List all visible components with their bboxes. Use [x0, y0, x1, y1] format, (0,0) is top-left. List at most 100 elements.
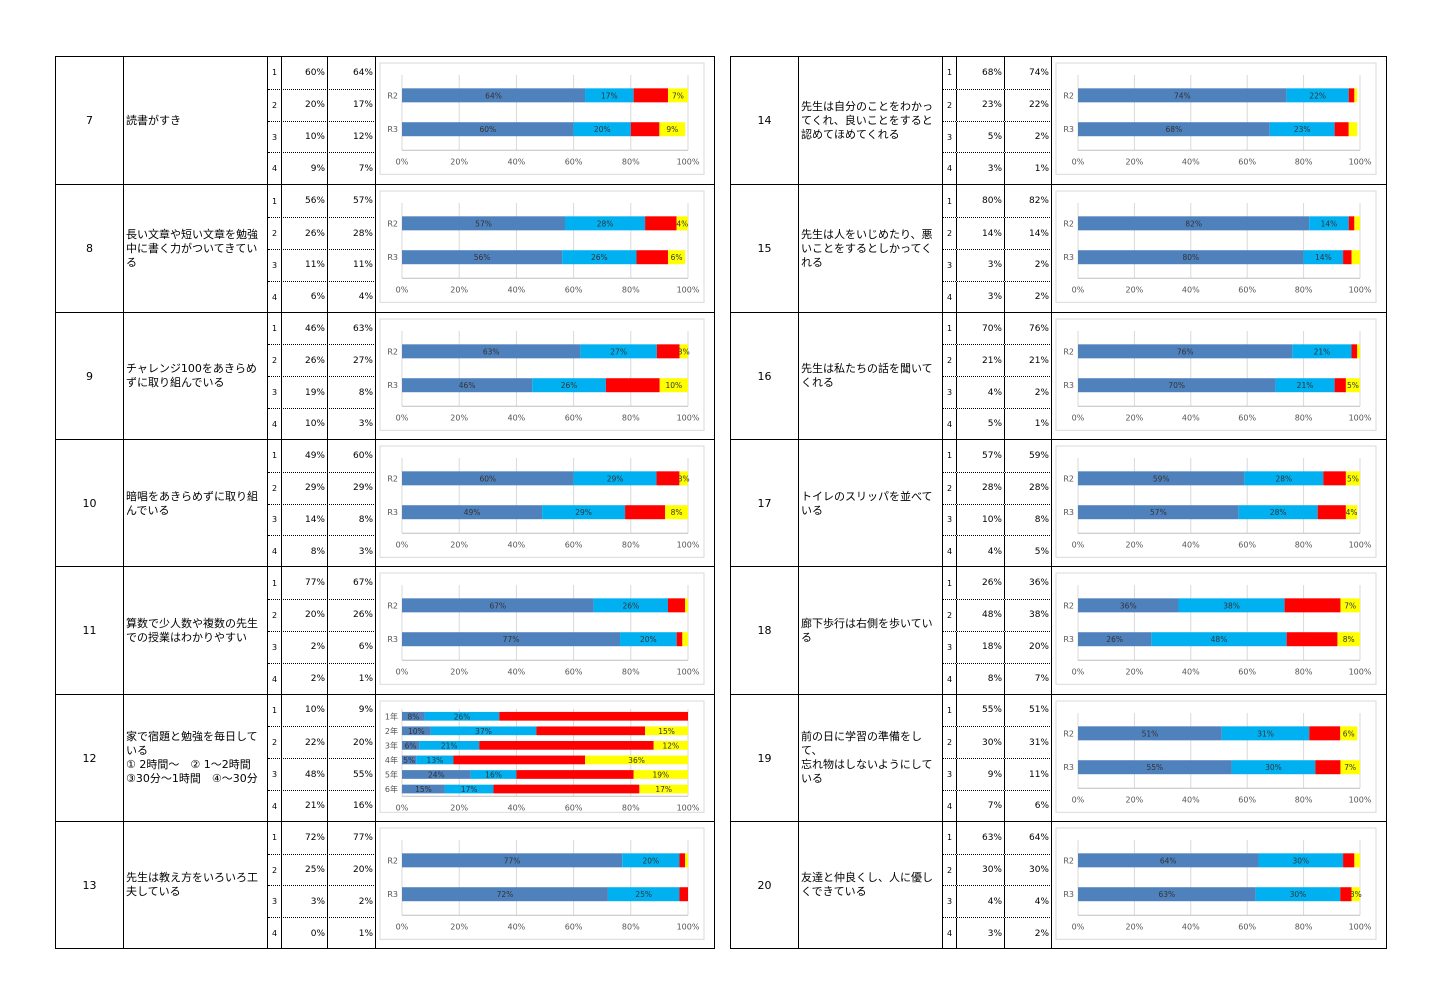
- data-label: 82%: [1185, 220, 1202, 229]
- percent-r3: 59%: [1005, 439, 1052, 472]
- data-label: 17%: [601, 91, 618, 100]
- data-label: 51%: [1142, 729, 1159, 738]
- bar-segment: [593, 598, 668, 613]
- option-number: 3: [943, 504, 957, 536]
- percent-r2: 29%: [282, 472, 328, 504]
- chart-svg: 0% 20% 40% 60% 80% 100% R2 63% 27% 3% R3 46% 26% 10%: [379, 318, 705, 431]
- percent-r2: 3%: [957, 153, 1005, 185]
- percent-r2: 48%: [957, 600, 1005, 631]
- percent-r2: 10%: [282, 121, 328, 153]
- data-label: 16%: [485, 770, 502, 779]
- bar-chart: 0% 20% 40% 60% 80% 100% R2 36% 38% 7% R3 26% 48% 8%: [1052, 567, 1382, 694]
- x-tick-label: 20%: [450, 667, 468, 676]
- data-label: 48%: [1211, 635, 1228, 644]
- option-number: 1: [943, 694, 957, 727]
- x-tick-label: 0%: [1072, 413, 1085, 422]
- bar-segment: [402, 853, 623, 868]
- category-label: R3: [387, 125, 398, 134]
- table-row: 14 先生は自分のことをわかってくれ、良いことをすると認めてほめてくれる 1 68% 7…: [731, 57, 1386, 185]
- chart-frame: [379, 62, 705, 175]
- percent-r3: 20%: [328, 854, 376, 886]
- data-label: 49%: [464, 508, 481, 517]
- data-label: 14%: [1321, 220, 1338, 229]
- data-label: 3%: [1350, 890, 1362, 899]
- category-label: R2: [387, 347, 398, 356]
- category-label: R3: [1063, 890, 1074, 899]
- bar-segment: [402, 505, 543, 520]
- x-tick-label: 80%: [1295, 286, 1313, 295]
- data-label: 38%: [1223, 602, 1240, 611]
- bar-segment: [1078, 216, 1310, 231]
- data-label: 23%: [1294, 125, 1311, 134]
- response-row: 2 20% 26%: [268, 599, 376, 631]
- data-label: 37%: [475, 726, 492, 735]
- x-tick-label: 20%: [1126, 922, 1144, 931]
- chart-svg: 0% 20% 40% 60% 80% 100% R2 60% 29% 3% R3 49% 29% 8%: [379, 445, 705, 558]
- data-label: 26%: [591, 254, 608, 263]
- chart-frame: [1055, 700, 1377, 813]
- x-tick-label: 60%: [565, 413, 583, 422]
- response-row: 1 70% 76%: [943, 312, 1052, 345]
- item-number: 7: [56, 57, 124, 185]
- percent-r3: 2%: [1005, 121, 1052, 153]
- table-panel-2: 14 先生は自分のことをわかってくれ、良いことをすると認めてほめてくれる 1 68% 7…: [730, 56, 1387, 950]
- response-row: 4 2% 1%: [268, 662, 376, 695]
- x-tick-label: 0%: [396, 922, 409, 931]
- percent-r3: 8%: [328, 504, 376, 536]
- response-row: 3 10% 12%: [268, 120, 376, 153]
- question-label: 長い文章や短い文章を勉強中に書く力がついてきている: [126, 227, 258, 269]
- table-row: 15 先生は人をいじめたり、悪いことをするとしかってくれる 1 80% 82% 2 14% 1…: [731, 184, 1386, 313]
- bar-segment: [402, 711, 425, 721]
- table-row: 9 チャレンジ100をあきらめずに取り組んでいる 1 46% 63% 2 26% 27% 3 19…: [56, 311, 714, 440]
- option-number: 1: [268, 185, 282, 218]
- percent-r2: 3%: [282, 886, 328, 918]
- x-tick-label: 100%: [677, 540, 700, 549]
- percent-r3: 28%: [328, 218, 376, 249]
- response-row: 2 48% 38%: [943, 599, 1052, 631]
- bar-segment: [402, 725, 431, 735]
- bar-segment: [1078, 122, 1270, 137]
- response-row: 3 5% 2%: [943, 120, 1052, 153]
- item-number: 11: [56, 567, 124, 695]
- data-label: 46%: [459, 381, 476, 390]
- percent-r3: 11%: [1005, 759, 1052, 790]
- question-label: トイレのスリッパを並べている: [801, 489, 933, 517]
- response-values: 1 10% 9% 2 22% 20% 3 48% 55% 4 21% 16%: [268, 694, 376, 822]
- x-tick-label: 80%: [1295, 413, 1313, 422]
- percent-r2: 26%: [282, 218, 328, 249]
- category-label: R3: [1063, 254, 1074, 263]
- percent-r2: 68%: [957, 57, 1005, 89]
- option-number: 1: [943, 185, 957, 218]
- data-label: 5%: [403, 755, 415, 764]
- x-tick-label: 40%: [508, 922, 526, 931]
- percent-r2: 26%: [957, 567, 1005, 599]
- bar-segment: [1078, 632, 1152, 647]
- chart-svg: 0% 20% 40% 60% 80% 100% R2 67% 26% R3 77% 20%: [379, 572, 705, 685]
- bar-chart: 0% 20% 40% 60% 80% 100% R2 77% 20% R3 72% 25%: [376, 822, 710, 949]
- x-tick-label: 60%: [565, 667, 583, 676]
- percent-r3: 4%: [328, 281, 376, 313]
- chart-svg: 0% 20% 40% 60% 80% 100% R2 36% 38% 7% R3 26% 48% 8%: [1055, 572, 1377, 685]
- data-label: 8%: [407, 712, 419, 721]
- x-tick-label: 0%: [396, 667, 409, 676]
- bar-segment: [620, 632, 677, 647]
- bar-segment: [430, 725, 537, 735]
- bar-segment: [444, 784, 494, 793]
- bar-segment: [656, 471, 680, 486]
- data-label: 31%: [1257, 729, 1274, 738]
- percent-r3: 60%: [328, 439, 376, 472]
- x-tick-label: 80%: [1295, 922, 1313, 931]
- bar-segment: [1078, 471, 1245, 486]
- data-label: 20%: [594, 125, 611, 134]
- question-label: 友達と仲良くし、人に優しくできている: [801, 871, 933, 899]
- x-tick-label: 80%: [622, 413, 640, 422]
- bar-segment: [1269, 122, 1335, 137]
- bar-segment: [1348, 216, 1355, 231]
- item-number: 10: [56, 439, 124, 568]
- bar-segment: [653, 740, 688, 750]
- option-number: 2: [268, 345, 282, 377]
- option-number: 1: [943, 567, 957, 599]
- bar-segment: [1078, 853, 1259, 868]
- data-label: 17%: [461, 785, 478, 794]
- bar-chart: 0% 20% 40% 60% 80% 100% R2 64% 17% 7% R3 60% 20% 9%: [376, 57, 710, 184]
